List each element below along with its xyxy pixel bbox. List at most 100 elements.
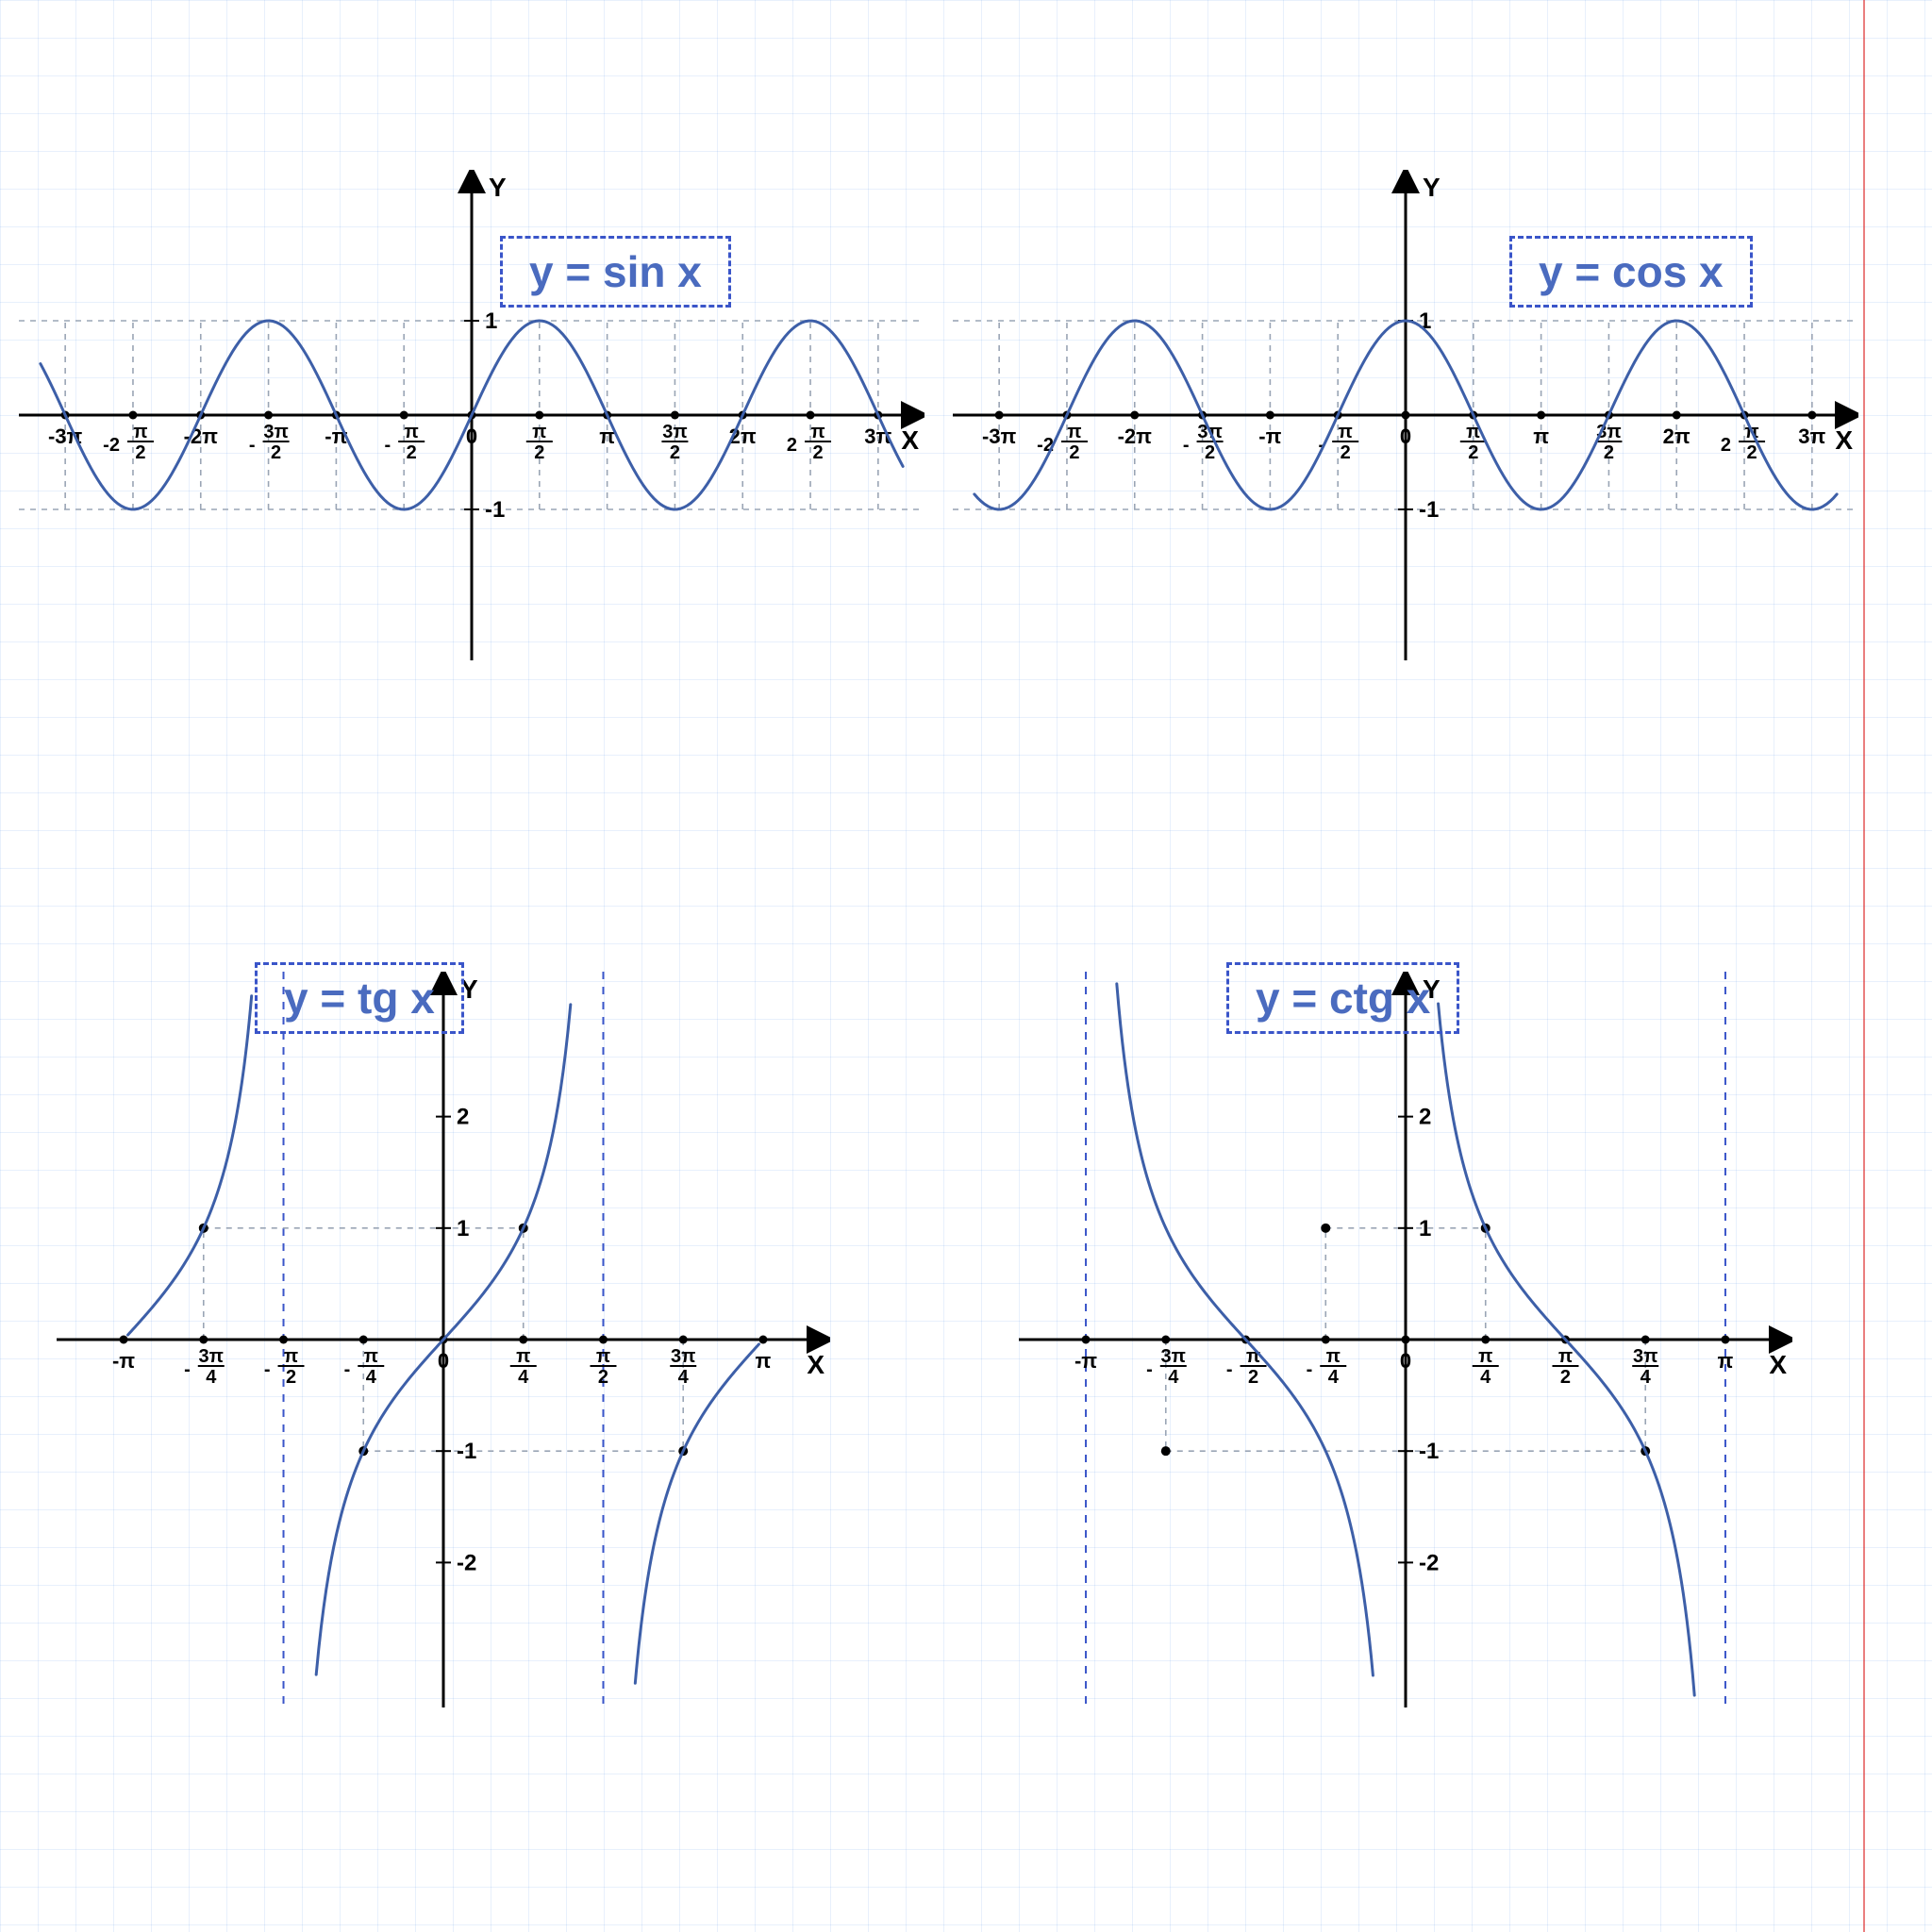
svg-text:3π: 3π: [263, 422, 288, 442]
svg-text:2: 2: [1069, 442, 1079, 463]
svg-text:4: 4: [678, 1367, 690, 1388]
svg-text:4: 4: [1480, 1367, 1491, 1388]
svg-text:3π: 3π: [671, 1346, 695, 1367]
svg-text:-: -: [184, 1359, 191, 1380]
svg-text:-: -: [344, 1359, 351, 1380]
svg-text:2: 2: [457, 1105, 469, 1130]
plot-title-cos: y = cos x: [1509, 236, 1753, 308]
plot-title-tan-text: y = tg x: [284, 974, 435, 1023]
svg-text:0: 0: [1400, 1349, 1411, 1373]
svg-text:X: X: [901, 425, 919, 455]
svg-text:π: π: [810, 422, 824, 442]
plot-title-cos-text: y = cos x: [1539, 247, 1724, 296]
svg-text:-2π: -2π: [1118, 425, 1153, 448]
svg-text:2: 2: [407, 442, 417, 463]
svg-text:2: 2: [1604, 442, 1614, 463]
notebook-margin-line: [1863, 0, 1865, 1932]
plot-panel-cot: YX21-1-2-π-3π4-π2-π40π4π23π4π: [1019, 972, 1792, 1707]
svg-text:2: 2: [670, 442, 680, 463]
plot-title-tan: y = tg x: [255, 962, 464, 1034]
svg-text:2: 2: [1248, 1367, 1258, 1388]
svg-text:-: -: [1307, 1359, 1313, 1380]
svg-text:2: 2: [271, 442, 281, 463]
svg-text:-π: -π: [112, 1349, 135, 1373]
svg-text:2: 2: [534, 442, 544, 463]
svg-text:-1: -1: [457, 1439, 476, 1464]
svg-text:π: π: [516, 1346, 530, 1367]
svg-text:2: 2: [787, 435, 797, 456]
svg-text:0: 0: [1400, 425, 1411, 448]
svg-text:-π: -π: [1258, 425, 1281, 448]
svg-text:2π: 2π: [1663, 425, 1690, 448]
svg-text:π: π: [596, 1346, 610, 1367]
svg-text:π: π: [756, 1349, 772, 1373]
svg-text:Y: Y: [489, 173, 507, 202]
svg-text:-2π: -2π: [184, 425, 219, 448]
svg-text:X: X: [1835, 425, 1853, 455]
svg-text:-2: -2: [103, 435, 120, 456]
svg-text:π: π: [532, 422, 546, 442]
svg-text:-: -: [1226, 1359, 1233, 1380]
svg-text:2: 2: [1721, 435, 1731, 456]
plot-title-cot-text: y = ctg x: [1256, 974, 1430, 1023]
svg-text:X: X: [1769, 1350, 1787, 1379]
svg-text:-: -: [385, 435, 391, 456]
svg-text:3π: 3π: [662, 422, 687, 442]
stage: YX1-1-3π-2π2-2π-3π2-π-π20π2π3π22π2π23π y…: [0, 0, 1932, 1932]
svg-text:π: π: [1067, 422, 1081, 442]
svg-text:2: 2: [1746, 442, 1757, 463]
svg-text:-3π: -3π: [982, 425, 1017, 448]
svg-text:π: π: [284, 1346, 298, 1367]
plot-title-sin: y = sin x: [500, 236, 731, 308]
svg-text:1: 1: [485, 308, 497, 334]
svg-text:2: 2: [1341, 442, 1351, 463]
svg-text:4: 4: [366, 1367, 377, 1388]
svg-text:3π: 3π: [199, 1346, 224, 1367]
svg-text:2: 2: [1468, 442, 1478, 463]
svg-text:-1: -1: [485, 497, 505, 523]
svg-text:π: π: [1533, 425, 1549, 448]
svg-text:-π: -π: [1074, 1349, 1097, 1373]
svg-text:π: π: [364, 1346, 378, 1367]
svg-text:-1: -1: [1419, 1439, 1439, 1464]
svg-text:3π: 3π: [1161, 1346, 1186, 1367]
svg-text:2: 2: [598, 1367, 608, 1388]
svg-text:0: 0: [466, 425, 477, 448]
svg-text:2: 2: [1205, 442, 1215, 463]
svg-text:π: π: [133, 422, 147, 442]
svg-text:4: 4: [1641, 1367, 1652, 1388]
svg-text:3π: 3π: [1633, 1346, 1657, 1367]
svg-text:2: 2: [1419, 1105, 1431, 1130]
svg-text:Y: Y: [1423, 173, 1441, 202]
svg-text:-: -: [1183, 435, 1190, 456]
svg-text:4: 4: [206, 1367, 217, 1388]
svg-text:2: 2: [135, 442, 145, 463]
plot-svg-tan: YX21-1-2-π-3π4-π2-π40π4π23π4π: [57, 972, 830, 1707]
svg-text:1: 1: [457, 1216, 469, 1241]
svg-text:π: π: [405, 422, 419, 442]
svg-text:π: π: [1718, 1349, 1734, 1373]
svg-text:-3π: -3π: [48, 425, 83, 448]
svg-text:4: 4: [1168, 1367, 1179, 1388]
svg-text:-: -: [1146, 1359, 1153, 1380]
svg-text:-2: -2: [1037, 435, 1054, 456]
svg-text:-1: -1: [1419, 497, 1439, 523]
svg-text:-: -: [249, 435, 256, 456]
plot-title-cot: y = ctg x: [1226, 962, 1459, 1034]
svg-text:1: 1: [1419, 1216, 1431, 1241]
plot-svg-sin: YX1-1-3π-2π2-2π-3π2-π-π20π2π3π22π2π23π: [19, 170, 924, 660]
svg-text:4: 4: [518, 1367, 529, 1388]
svg-text:3π: 3π: [1798, 425, 1825, 448]
svg-text:π: π: [1326, 1346, 1341, 1367]
plot-svg-cot: YX21-1-2-π-3π4-π2-π40π4π23π4π: [1019, 972, 1792, 1707]
svg-text:X: X: [807, 1350, 824, 1379]
svg-text:4: 4: [1328, 1367, 1340, 1388]
plot-title-sin-text: y = sin x: [529, 247, 702, 296]
svg-text:-: -: [264, 1359, 271, 1380]
svg-text:π: π: [1478, 1346, 1492, 1367]
svg-text:π: π: [1558, 1346, 1573, 1367]
plot-panel-sin: YX1-1-3π-2π2-2π-3π2-π-π20π2π3π22π2π23π: [19, 170, 924, 660]
svg-text:-π: -π: [325, 425, 347, 448]
svg-text:-2: -2: [1419, 1550, 1439, 1575]
svg-text:2: 2: [1560, 1367, 1571, 1388]
